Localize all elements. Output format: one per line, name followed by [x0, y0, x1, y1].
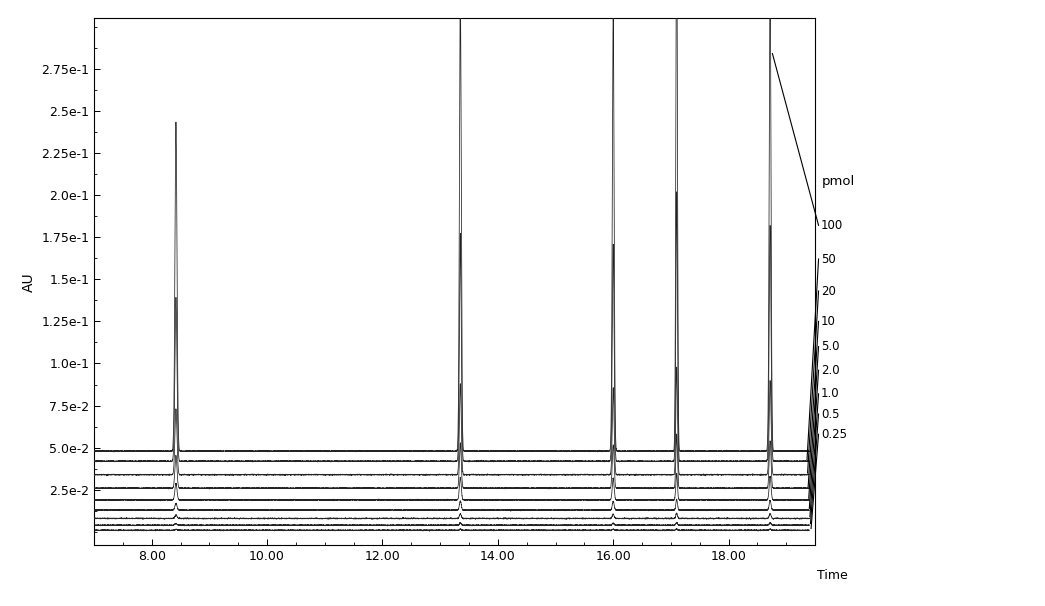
Text: 2.0: 2.0 — [821, 364, 839, 377]
Text: 20: 20 — [821, 285, 836, 298]
Text: 0.25: 0.25 — [821, 428, 846, 441]
Text: pmol: pmol — [822, 175, 855, 188]
Text: 100: 100 — [821, 219, 843, 232]
Text: Time: Time — [816, 569, 847, 582]
Text: 5.0: 5.0 — [821, 340, 839, 353]
Text: 50: 50 — [821, 253, 836, 265]
Y-axis label: AU: AU — [22, 272, 36, 291]
Text: 1.0: 1.0 — [821, 387, 839, 401]
Text: 10: 10 — [821, 315, 836, 328]
Text: 0.5: 0.5 — [821, 407, 839, 421]
